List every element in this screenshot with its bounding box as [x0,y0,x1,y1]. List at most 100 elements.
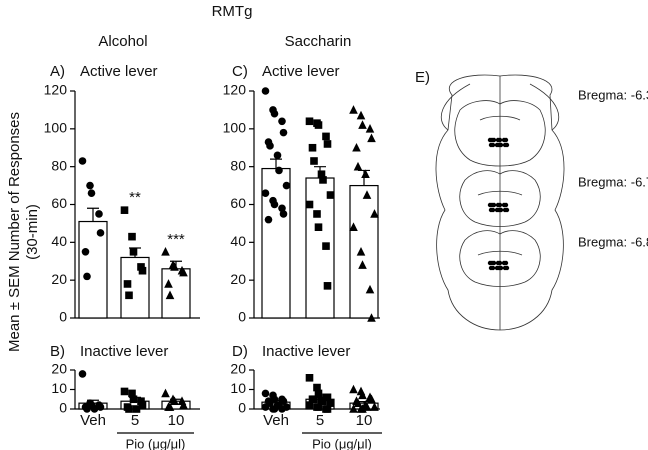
data-point [361,169,370,179]
data-point [170,262,179,271]
x-axis-label: Pio (μg/μl) [312,436,372,450]
x-tick-label: Veh [263,412,289,429]
data-point [367,313,376,322]
injection-site [504,207,510,213]
data-point [310,395,318,404]
error-bar [87,207,99,222]
data-point [87,189,96,197]
data-point [314,389,323,398]
data-point [305,374,314,382]
bregma-label: Bregma: -6.3 [578,87,648,102]
data-point [349,384,358,394]
data-point [314,121,323,129]
panel-subtitle: Inactive lever [262,343,350,360]
panel-subtitle: Inactive lever [80,343,168,360]
data-point [352,142,361,152]
y-tick-label: 10 [230,380,246,396]
x-axis-label: Pio (μg/μl) [126,436,186,450]
injection-site [497,137,503,143]
data-point [96,403,105,411]
data-point [367,133,376,143]
data-point [137,397,145,405]
injection-site [497,260,503,266]
data-point [261,87,270,95]
injection-site [498,265,504,271]
data-point [323,140,332,148]
data-point [78,370,87,378]
data-point [358,120,367,129]
data-point [161,388,170,398]
data-point [279,128,288,137]
x-tick-label: Veh [80,412,106,429]
data-point [95,210,103,218]
data-point [261,403,270,411]
brain-diagram [435,74,565,331]
data-point [358,390,367,400]
data-point [323,282,332,290]
data-point [349,105,358,114]
data-point [96,229,105,237]
data-point [313,383,321,392]
data-point [83,272,91,281]
injection-site [503,260,509,266]
data-point [365,124,375,133]
data-point [125,291,133,300]
y-axis-label: Mean ± SEM Number of Responses [6,112,23,352]
panel-label: A) [50,63,65,80]
data-point [362,402,372,411]
data-point [266,142,274,150]
data-point [90,405,99,413]
data-point [365,284,375,294]
injection-site [491,260,497,266]
column-title: Saccharin [285,33,352,50]
data-point [165,290,175,300]
data-point [81,247,90,256]
data-point [305,117,314,126]
y-tick-label: 20 [230,271,246,287]
column-title: Alcohol [98,33,147,50]
bar [349,184,379,319]
bregma-label: Bregma: -6.8 [578,234,648,249]
data-point [129,247,138,256]
data-point [275,166,283,175]
figure-title: RMTg [212,3,253,20]
data-point [305,200,314,209]
x-tick-label: 5 [131,412,139,429]
y-tick-label: 120 [223,82,247,98]
injection-site [503,202,509,208]
y-tick-label: 0 [238,400,246,416]
data-point [310,157,318,165]
data-point [353,398,363,407]
bar [78,220,108,319]
panel-label: E) [415,69,430,86]
data-point [273,151,282,160]
data-point [170,396,179,405]
data-point [356,110,366,120]
data-point [323,393,332,402]
y-tick-label: 120 [44,82,68,98]
y-tick-label: 100 [223,120,247,136]
injection-site [504,265,510,271]
injection-site [504,142,510,148]
data-point [128,232,136,241]
data-point [362,190,372,199]
data-point [138,401,147,409]
data-point [305,401,314,409]
injection-site [503,137,509,143]
data-point [356,246,366,256]
data-point [261,389,270,398]
injection-site [497,202,503,208]
error-bar [270,158,282,169]
y-tick-label: 80 [51,157,67,173]
data-point [270,405,279,413]
data-point [323,405,332,413]
y-tick-label: 0 [238,309,246,325]
data-point [326,191,335,199]
data-point [367,394,376,404]
y-tick-label: 40 [51,233,67,249]
injection-site [498,142,504,148]
y-tick-label: 10 [51,380,67,396]
y-axis-label: (30-min) [24,204,41,260]
data-point [83,405,91,413]
